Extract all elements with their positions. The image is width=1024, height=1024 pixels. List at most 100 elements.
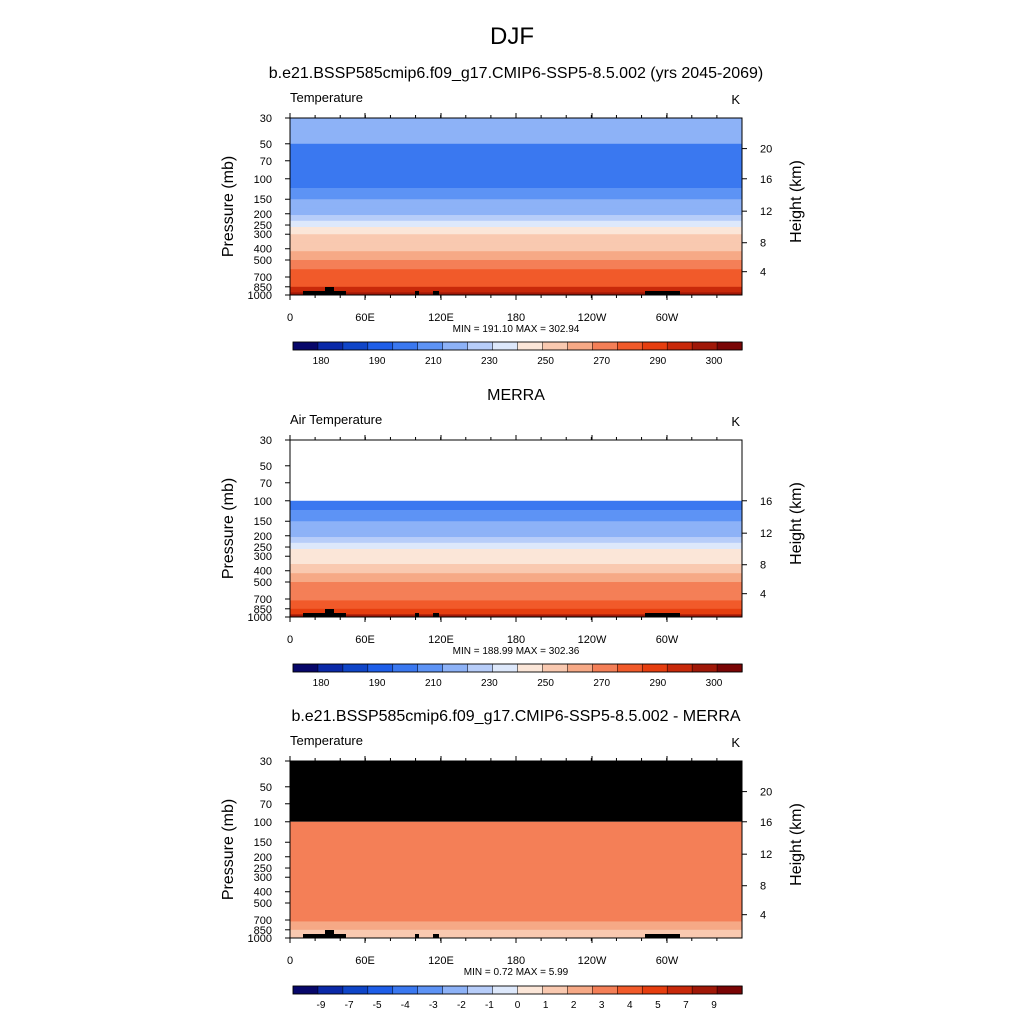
- colorbar-cell: [716, 341, 743, 351]
- missing-data-band: [290, 761, 742, 822]
- colorbar-label: 7: [683, 1000, 689, 1011]
- min-max-stats: MIN = 188.99 MAX = 302.36: [453, 646, 580, 657]
- topography-mask: [645, 613, 680, 617]
- y-tick-label: 150: [254, 516, 272, 528]
- contour-band: [290, 220, 742, 228]
- colorbar-label: 180: [313, 678, 330, 689]
- colorbar-cell: [641, 341, 668, 351]
- panel-1: b.e21.BSSP585cmip6.f09_g17.CMIP6-SSP5-8.…: [220, 65, 805, 367]
- colorbar-cell: [342, 341, 369, 351]
- colorbar-cell: [492, 985, 519, 995]
- colorbar-cell: [392, 341, 419, 351]
- y-tick-label: 850: [254, 604, 272, 616]
- colorbar-cell: [592, 341, 618, 351]
- x-tick-label: 120E: [428, 955, 454, 967]
- colorbar-label: 3: [599, 1000, 605, 1011]
- colorbar-label: 9: [711, 1000, 717, 1011]
- colorbar-cell: [517, 341, 544, 351]
- colorbar-cell: [367, 985, 394, 995]
- colorbar-cell: [542, 341, 569, 351]
- panel-3: b.e21.BSSP585cmip6.f09_g17.CMIP6-SSP5-8.…: [220, 708, 805, 1011]
- contour-band: [290, 845, 742, 865]
- topography-mask: [325, 930, 334, 934]
- panel-title: MERRA: [487, 387, 545, 404]
- x-tick-label: 180: [507, 312, 525, 324]
- contour-band: [290, 215, 742, 222]
- contour-band: [290, 549, 742, 557]
- colorbar-cell: [517, 985, 544, 995]
- y-right-tick-label: 20: [760, 144, 772, 156]
- x-tick-label: 60E: [355, 634, 375, 646]
- colorbar-cell: [592, 985, 618, 995]
- x-tick-label: 180: [507, 634, 525, 646]
- y-tick-label: 850: [254, 925, 272, 937]
- contour-band: [290, 542, 742, 550]
- contour-band: [290, 234, 742, 243]
- topography-mask: [303, 291, 346, 295]
- y-tick-label: 200: [254, 531, 272, 543]
- colorbar-cell: [691, 663, 718, 673]
- x-tick-label: 60W: [656, 312, 679, 324]
- contour-band: [290, 260, 742, 270]
- topography-mask: [645, 291, 680, 295]
- colorbar-cell: [567, 985, 593, 995]
- colorbar-cell: [617, 341, 643, 351]
- panel-title: b.e21.BSSP585cmip6.f09_g17.CMIP6-SSP5-8.…: [291, 708, 740, 725]
- colorbar-cell: [292, 663, 319, 673]
- contour-band: [290, 608, 742, 615]
- colorbar-cell: [666, 663, 693, 673]
- y-tick-label: 1000: [248, 933, 272, 945]
- colorbar-label: 300: [706, 678, 723, 689]
- y-tick-label: 70: [260, 799, 272, 811]
- contour-band: [290, 921, 742, 931]
- y-right-tick-label: 16: [760, 817, 772, 829]
- y-tick-label: 1000: [248, 290, 272, 302]
- y-right-axis-label: Height (km): [788, 160, 805, 243]
- y-tick-label: 100: [254, 174, 272, 186]
- colorbar-cell: [542, 985, 569, 995]
- colorbar-label: 250: [537, 356, 554, 367]
- contour-band: [290, 614, 742, 618]
- colorbar-cell: [691, 341, 718, 351]
- y-tick-label: 500: [254, 898, 272, 910]
- colorbar-cell: [467, 663, 494, 673]
- colorbar-cell: [417, 663, 444, 673]
- colorbar-label: 210: [425, 678, 442, 689]
- colorbar-cell: [617, 985, 643, 995]
- y-right-tick-label: 12: [760, 206, 772, 218]
- topography-mask: [303, 613, 346, 617]
- colorbar-cell: [641, 985, 668, 995]
- y-right-tick-label: 16: [760, 174, 772, 186]
- topography-mask: [433, 291, 439, 295]
- colorbar-label: 270: [593, 356, 610, 367]
- y-right-tick-label: 4: [760, 267, 766, 279]
- y-tick-label: 200: [254, 852, 272, 864]
- colorbar-label: 230: [481, 678, 498, 689]
- contour-band: [290, 208, 742, 216]
- contour-band: [290, 564, 742, 574]
- y-right-tick-label: 4: [760, 910, 766, 922]
- x-tick-label: 180: [507, 955, 525, 967]
- contour-band: [290, 885, 742, 904]
- y-tick-label: 850: [254, 282, 272, 294]
- panel-2: MERRA Air Temperature K 0 60E 120E 180 120W 60W 3…: [220, 387, 805, 689]
- y-tick-label: 30: [260, 756, 272, 768]
- contour-band: [290, 929, 742, 939]
- y-right-tick-label: 20: [760, 787, 772, 799]
- y-right-tick-label: 8: [760, 881, 766, 893]
- colorbar-label: 300: [706, 356, 723, 367]
- y-tick-label: 250: [254, 863, 272, 875]
- topography-mask: [325, 291, 335, 295]
- page-title: DJF: [490, 23, 534, 50]
- y-tick-label: 50: [260, 782, 272, 794]
- topography-mask: [415, 291, 419, 295]
- topography-mask: [433, 934, 439, 938]
- colorbar-cell: [367, 341, 394, 351]
- y-tick-label: 400: [254, 566, 272, 578]
- y-tick-label: 150: [254, 837, 272, 849]
- colorbar-cell: [492, 663, 519, 673]
- contour-band: [290, 537, 742, 544]
- colorbar-cell: [467, 985, 494, 995]
- topography-mask: [303, 934, 346, 938]
- colorbar-cell: [342, 985, 369, 995]
